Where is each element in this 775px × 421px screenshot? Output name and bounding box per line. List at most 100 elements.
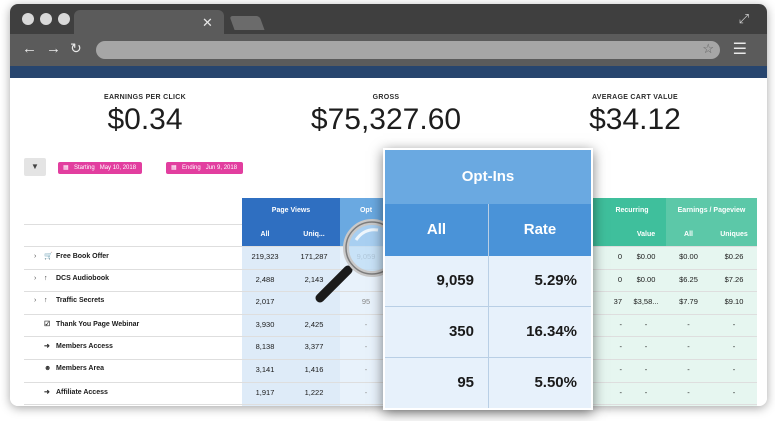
row-label-text: Free Book Offer xyxy=(56,253,109,260)
reload-icon[interactable]: ↻ xyxy=(70,40,82,56)
optins-all-cell: - xyxy=(364,319,368,329)
navigation-bar: ← → ↻ ☆ ☰ xyxy=(10,34,767,66)
expand-chevron-icon[interactable]: › xyxy=(34,297,37,305)
epp-uniques-cell: $7.26 xyxy=(724,274,744,284)
recurring-value-cell: $0.00 xyxy=(636,252,656,261)
window-minimize-dot[interactable] xyxy=(40,13,52,25)
page-views-all-header[interactable]: All xyxy=(242,224,288,246)
stat-label: AVERAGE CART VALUE xyxy=(591,94,679,101)
recurring-value-cell: - xyxy=(644,342,648,352)
window-close-dot[interactable] xyxy=(22,13,34,25)
epp-uniques-cell: $0.26 xyxy=(724,252,744,261)
divider xyxy=(24,224,242,225)
stat-earnings-per-click: EARNINGS PER CLICK $0.34 xyxy=(90,94,200,137)
epp-all-header[interactable]: All xyxy=(666,224,711,246)
expand-chevron-icon[interactable]: › xyxy=(34,274,37,282)
expand-icon[interactable]: ⤢ xyxy=(738,11,749,26)
table-row-label[interactable]: ☑ Thank You Page Webinar xyxy=(34,320,139,328)
filter-button[interactable]: ▼ xyxy=(24,158,46,176)
optins-popup-all-header[interactable]: All xyxy=(385,204,488,256)
recurring-value-cell: - xyxy=(644,387,648,397)
browser-tab-new[interactable] xyxy=(229,16,265,30)
recurring-count-header[interactable] xyxy=(584,224,626,246)
end-date-value: Jun 9, 2018 xyxy=(205,165,238,171)
users-icon: ☻ xyxy=(44,365,52,372)
page-views-uniques-header[interactable]: Uniq... xyxy=(288,224,340,246)
earnings-pageview-group-header: Earnings / Pageview xyxy=(666,198,757,224)
pv-all-cell: 3,141 xyxy=(255,365,275,374)
table-row-label[interactable]: ☻ Members Area xyxy=(34,365,104,372)
pv-all-cell: 1,917 xyxy=(255,387,275,397)
row-label-text: Traffic Secrets xyxy=(56,297,105,305)
recurring-count-cell: 0 xyxy=(617,274,622,284)
optins-all-cell: - xyxy=(364,387,368,397)
tab-close-icon[interactable]: ✕ xyxy=(202,15,213,30)
optins-popup-rate-cell: 16.34% xyxy=(526,323,577,340)
optins-popup-rate-cell: 5.50% xyxy=(534,374,577,391)
pv-all-cell: 2,017 xyxy=(255,297,275,307)
epp-all-cell: - xyxy=(687,319,690,329)
page-views-group-header: Page Views xyxy=(242,198,340,224)
recurring-value-cell: - xyxy=(644,365,648,374)
pv-uniques-cell: 3,377 xyxy=(304,342,324,352)
recurring-value-cell: $0.00 xyxy=(636,274,656,284)
optins-popup-all-cell: 95 xyxy=(457,374,474,391)
optins-all-cell: 95 xyxy=(361,297,371,307)
calendar-icon: ▦ xyxy=(63,165,69,171)
optins-popup-all-cell: 9,059 xyxy=(436,272,474,289)
address-bar[interactable]: ☆ xyxy=(96,41,720,59)
recurring-count-cell: - xyxy=(619,387,623,397)
row-label-text: Members Area xyxy=(56,365,104,372)
pv-all-cell: 3,930 xyxy=(255,319,275,329)
arrow-up-icon: ↑ xyxy=(44,297,48,305)
app-header-bar xyxy=(10,66,767,78)
sign-in-icon: ➜ xyxy=(44,388,50,396)
optins-popup-rate-cell: 5.29% xyxy=(534,272,577,289)
epp-all-cell: - xyxy=(687,365,690,374)
expand-chevron-icon[interactable]: › xyxy=(34,253,37,260)
optins-all-cell: - xyxy=(364,365,368,374)
stat-label: EARNINGS PER CLICK xyxy=(103,94,187,101)
start-date-pill[interactable]: ▦ Starting May 10, 2018 xyxy=(58,162,143,174)
table-row-label[interactable]: ➜ Affiliate Access xyxy=(34,388,108,396)
epp-uniques-cell: - xyxy=(732,342,736,352)
recurring-count-cell: - xyxy=(619,319,623,329)
epp-all-cell: $0.00 xyxy=(679,252,698,261)
title-bar: ✕ ⤢ xyxy=(10,4,767,34)
recurring-count-cell: 0 xyxy=(617,252,622,261)
recurring-value-cell: $3,58... xyxy=(633,297,659,307)
epp-uniques-cell: - xyxy=(732,387,736,397)
table-row-label[interactable]: › ↑ Traffic Secrets xyxy=(34,297,104,304)
arrow-up-icon: ↑ xyxy=(44,274,48,282)
table-row-label[interactable]: › ↑ DCS Audiobook xyxy=(34,275,109,282)
browser-tab-active[interactable] xyxy=(74,10,224,34)
end-date-label: Ending xyxy=(182,165,201,171)
pv-all-cell: 2,488 xyxy=(255,274,275,284)
browser-window: ✕ ⤢ ← → ↻ ☆ ☰ EARNINGS PER CLICK $0.34 G… xyxy=(10,4,767,406)
pv-uniques-cell: 1,416 xyxy=(304,365,324,374)
recurring-value-header[interactable]: Value xyxy=(626,224,666,246)
table-row-label[interactable]: ➜ Members Access xyxy=(34,342,113,350)
window-maximize-dot[interactable] xyxy=(58,13,70,25)
sign-in-icon: ➜ xyxy=(44,343,50,351)
optins-all-cell: - xyxy=(364,342,368,352)
pv-uniques-cell: 2,425 xyxy=(304,319,324,329)
forward-arrow-icon[interactable]: → xyxy=(46,40,61,57)
stat-value: $34.12 xyxy=(589,103,681,136)
epp-all-cell: - xyxy=(687,342,690,352)
epp-all-cell: - xyxy=(687,387,690,397)
optins-popup-rate-header[interactable]: Rate xyxy=(489,204,591,256)
stat-gross: GROSS $75,327.60 xyxy=(296,94,476,137)
back-arrow-icon[interactable]: ← xyxy=(22,40,37,57)
calendar-icon: ▦ xyxy=(171,165,177,171)
epp-uniques-header[interactable]: Uniques xyxy=(711,224,757,246)
start-date-value: May 10, 2018 xyxy=(99,165,137,171)
start-date-label: Starting xyxy=(74,165,95,171)
optins-zoom-popup: Opt-Ins All Rate 9,059 5.29% 350 16.34% … xyxy=(383,148,593,410)
menu-icon[interactable]: ☰ xyxy=(732,41,747,58)
check-square-icon: ☑ xyxy=(44,320,51,328)
row-label-text: Thank You Page Webinar xyxy=(56,320,140,328)
table-row-label[interactable]: › 🛒 Free Book Offer xyxy=(34,252,109,260)
bookmark-star-icon[interactable]: ☆ xyxy=(702,41,714,56)
end-date-pill[interactable]: ▦ Ending Jun 9, 2018 xyxy=(166,162,244,174)
